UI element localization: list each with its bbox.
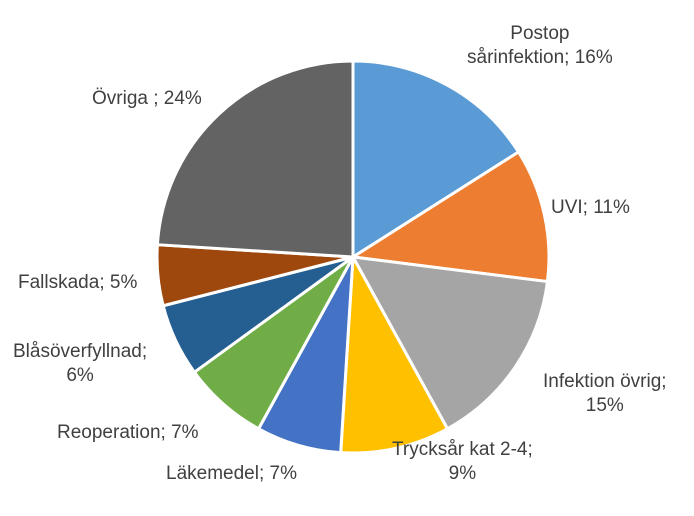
pie-label-line: Infektion övrig; (543, 371, 667, 392)
pie-label-line: Reoperation; 7% (57, 422, 199, 443)
pie-label-line: Trycksår kat 2-4; (392, 439, 533, 460)
pie-label-line: Fallskada; 5% (18, 272, 138, 293)
pie-label-line: Postop (510, 23, 570, 44)
pie-label-line: Övriga ; 24% (92, 88, 202, 109)
pie-label-8: Övriga ; 24% (92, 87, 202, 111)
pie-label-3: Trycksår kat 2-4; 9% (392, 438, 533, 486)
pie-label-line: sårinfektion; 16% (467, 47, 613, 68)
pie-slice-uvi (351, 150, 551, 284)
pie-label-line: Blåsöverfyllnad; (13, 341, 148, 362)
pie-label-2: Infektion övrig; 15% (543, 370, 667, 418)
pie-label-line: 9% (448, 463, 477, 484)
pie-label-4: Läkemedel; 7% (166, 462, 297, 486)
pie-label-line: 6% (66, 365, 94, 386)
pie-label-line: UVI; 11% (551, 197, 630, 218)
pie-label-line: Läkemedel; 7% (166, 463, 297, 484)
pie-slice-infektion-övrig (351, 255, 549, 431)
pie-label-5: Reoperation; 7% (57, 421, 199, 445)
pie-slice-övriga (155, 59, 355, 259)
pie-label-line: 15% (585, 395, 624, 416)
pie-label-6: Blåsöverfyllnad; 6% (13, 340, 147, 388)
pie-label-0: Postop sårinfektion; 16% (467, 22, 613, 70)
pie-label-1: UVI; 11% (551, 196, 630, 220)
pie-slice-trycksår-kat-2-4 (339, 255, 449, 455)
pie-label-7: Fallskada; 5% (18, 271, 137, 295)
pie-slice-postop-sårinfektion (351, 59, 520, 259)
